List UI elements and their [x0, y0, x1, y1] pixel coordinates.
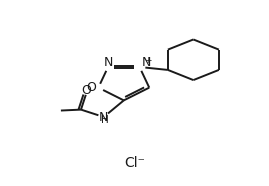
Text: O: O — [81, 84, 91, 97]
Text: N: N — [142, 55, 151, 68]
Text: +: + — [144, 56, 151, 65]
Text: Cl⁻: Cl⁻ — [124, 156, 145, 170]
Text: O: O — [87, 81, 97, 94]
Text: N: N — [103, 55, 113, 68]
Text: N: N — [99, 111, 108, 124]
Text: H: H — [101, 115, 109, 125]
